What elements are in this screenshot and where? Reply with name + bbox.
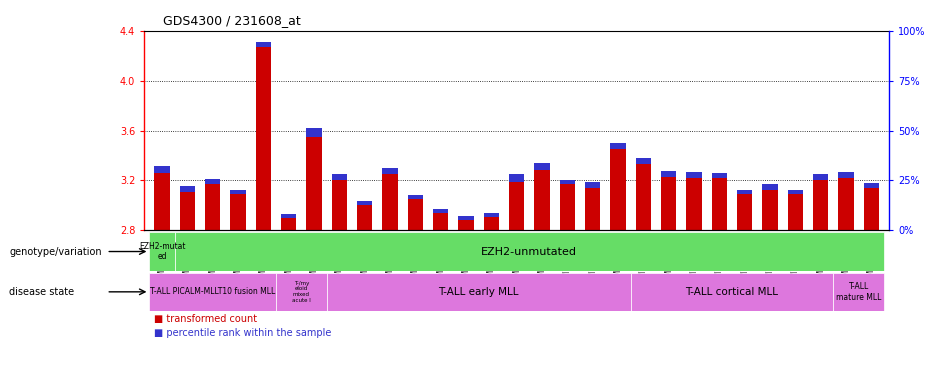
Bar: [839, 178, 854, 230]
Bar: [630, 273, 833, 311]
Text: GDS4300 / 231608_at: GDS4300 / 231608_at: [163, 14, 301, 27]
Text: T-ALL
mature MLL: T-ALL mature MLL: [836, 282, 882, 301]
Bar: [327, 273, 630, 311]
Bar: [276, 273, 327, 311]
Bar: [560, 180, 575, 184]
Bar: [509, 182, 524, 230]
Bar: [231, 194, 246, 230]
Bar: [813, 180, 829, 230]
Bar: [180, 192, 195, 230]
Bar: [484, 217, 499, 230]
Bar: [737, 190, 752, 194]
Bar: [231, 190, 246, 194]
Bar: [762, 190, 777, 230]
Bar: [433, 213, 449, 230]
Bar: [331, 174, 347, 180]
Text: disease state: disease state: [9, 287, 74, 297]
Bar: [383, 169, 398, 174]
Bar: [712, 178, 727, 230]
Bar: [484, 213, 499, 217]
Bar: [205, 179, 221, 184]
Text: T-ALL PICALM-MLLT10 fusion MLL: T-ALL PICALM-MLLT10 fusion MLL: [150, 287, 276, 296]
Text: T-ALL cortical MLL: T-ALL cortical MLL: [685, 287, 778, 297]
Bar: [585, 188, 600, 230]
Bar: [331, 180, 347, 230]
Bar: [686, 178, 702, 230]
Bar: [256, 47, 271, 230]
Bar: [611, 149, 626, 230]
Bar: [358, 205, 372, 230]
Bar: [358, 201, 372, 205]
Text: EZH2-mutat
ed: EZH2-mutat ed: [139, 242, 185, 261]
Text: T-/my
eloid
mixed
acute l: T-/my eloid mixed acute l: [292, 281, 311, 303]
Bar: [534, 170, 549, 230]
Bar: [864, 183, 879, 188]
Bar: [864, 188, 879, 230]
Bar: [458, 217, 474, 220]
Bar: [788, 194, 803, 230]
Bar: [149, 273, 276, 311]
Text: T-ALL early MLL: T-ALL early MLL: [439, 287, 519, 297]
Bar: [408, 195, 423, 199]
Bar: [458, 220, 474, 230]
Bar: [839, 172, 854, 178]
Text: ■ percentile rank within the sample: ■ percentile rank within the sample: [154, 328, 331, 338]
Bar: [180, 186, 195, 192]
Bar: [661, 171, 676, 177]
Bar: [686, 172, 702, 178]
Bar: [149, 232, 175, 271]
Bar: [611, 143, 626, 149]
Bar: [661, 177, 676, 230]
Bar: [433, 209, 449, 213]
Bar: [762, 184, 777, 190]
Bar: [281, 218, 296, 230]
Bar: [155, 166, 169, 173]
Bar: [712, 173, 727, 178]
Text: genotype/variation: genotype/variation: [9, 247, 101, 257]
Bar: [636, 164, 651, 230]
Bar: [155, 173, 169, 230]
Bar: [509, 174, 524, 182]
Bar: [534, 163, 549, 170]
Bar: [256, 42, 271, 47]
Bar: [306, 128, 321, 137]
Bar: [281, 214, 296, 218]
Bar: [383, 174, 398, 230]
Bar: [737, 194, 752, 230]
Bar: [560, 184, 575, 230]
Bar: [306, 137, 321, 230]
Bar: [408, 199, 423, 230]
Bar: [813, 174, 829, 180]
Text: EZH2-unmutated: EZH2-unmutated: [481, 247, 577, 257]
Bar: [788, 190, 803, 194]
Text: ■ transformed count: ■ transformed count: [154, 314, 257, 324]
Bar: [833, 273, 884, 311]
Bar: [636, 158, 651, 164]
Bar: [585, 182, 600, 188]
Bar: [205, 184, 221, 230]
